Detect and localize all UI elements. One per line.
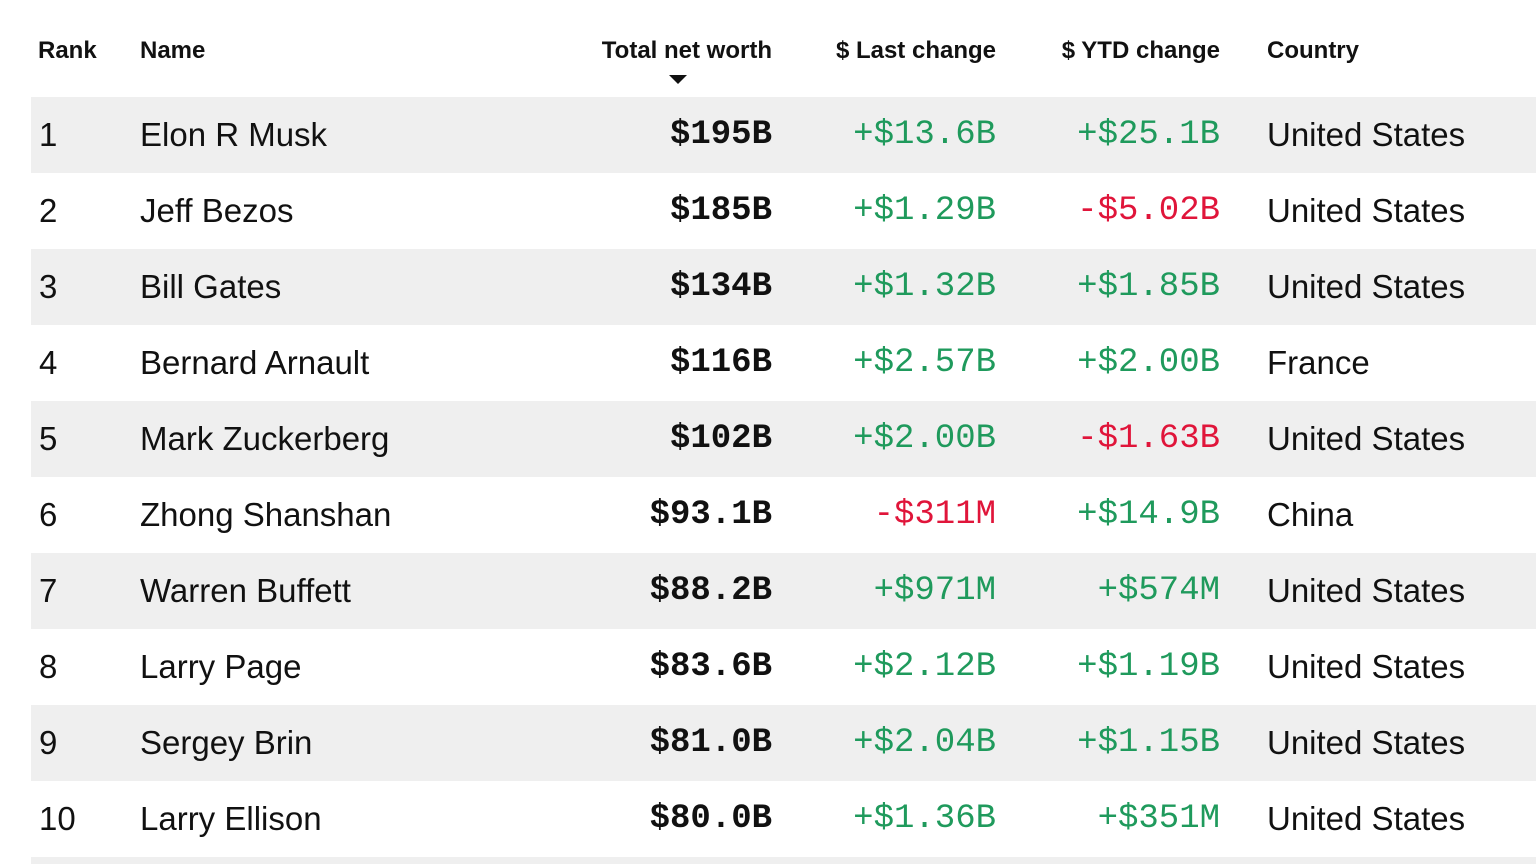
rank-cell: 3 xyxy=(39,268,58,305)
name-cell[interactable]: Elon R Musk xyxy=(140,116,328,153)
last-change-cell: +$1.36B xyxy=(853,800,996,838)
rank-cell: 8 xyxy=(39,648,58,685)
name-cell[interactable]: Zhong Shanshan xyxy=(140,496,392,533)
sort-descending-icon[interactable] xyxy=(669,75,687,84)
name-cell[interactable]: Larry Ellison xyxy=(140,800,322,837)
net-worth-cell: $83.6B xyxy=(649,648,772,686)
last-change-cell: +$1.29B xyxy=(853,192,996,230)
country-cell: United States xyxy=(1267,116,1466,153)
table-row[interactable]: 1 Elon R Musk $195B +$13.6B +$25.1B Unit… xyxy=(31,97,1536,173)
table-row[interactable]: 3 Bill Gates $134B +$1.32B +$1.85B Unite… xyxy=(31,249,1536,325)
last-change-cell: -$311M xyxy=(873,496,996,534)
column-header-rank[interactable]: Rank xyxy=(38,37,97,64)
name-cell[interactable]: Bernard Arnault xyxy=(140,344,370,381)
rank-cell: 9 xyxy=(39,724,58,761)
net-worth-cell: $116B xyxy=(669,344,772,382)
net-worth-cell: $80.0B xyxy=(649,800,772,838)
last-change-cell: +$13.6B xyxy=(853,116,996,154)
name-cell[interactable]: Sergey Brin xyxy=(140,724,313,761)
net-worth-cell: $88.2B xyxy=(649,572,772,610)
rank-cell: 10 xyxy=(39,800,76,837)
country-cell: France xyxy=(1267,344,1370,381)
country-cell: United States xyxy=(1267,800,1466,837)
rank-cell: 4 xyxy=(39,344,58,381)
last-change-cell: +$2.00B xyxy=(853,420,996,458)
net-worth-cell: $195B xyxy=(669,116,772,154)
table-row[interactable]: 8 Larry Page $83.6B +$2.12B +$1.19B Unit… xyxy=(31,629,1536,705)
table-row[interactable]: 4 Bernard Arnault $116B +$2.57B +$2.00B … xyxy=(31,325,1536,401)
name-cell[interactable]: Mark Zuckerberg xyxy=(140,420,390,457)
ytd-change-cell: +$1.19B xyxy=(1077,648,1220,686)
country-cell: United States xyxy=(1267,724,1466,761)
country-cell: China xyxy=(1267,496,1354,533)
ytd-change-cell: +$1.85B xyxy=(1077,268,1220,306)
last-change-cell: +$2.57B xyxy=(853,344,996,382)
name-cell[interactable]: Jeff Bezos xyxy=(140,192,294,229)
table-row[interactable]: 7 Warren Buffett $88.2B +$971M +$574M Un… xyxy=(31,553,1536,629)
ytd-change-cell: +$351M xyxy=(1097,800,1220,838)
rank-cell: 2 xyxy=(39,192,58,229)
table-row[interactable]: 5 Mark Zuckerberg $102B +$2.00B -$1.63B … xyxy=(31,401,1536,477)
net-worth-cell: $134B xyxy=(669,268,772,306)
next-row-strip xyxy=(31,857,1536,864)
country-cell: United States xyxy=(1267,420,1466,457)
column-header-country[interactable]: Country xyxy=(1267,37,1359,64)
table-body: 1 Elon R Musk $195B +$13.6B +$25.1B Unit… xyxy=(31,97,1536,857)
country-cell: United States xyxy=(1267,572,1466,609)
table-header: Rank Name Total net worth $ Last change … xyxy=(31,0,1536,97)
rank-cell: 6 xyxy=(39,496,58,533)
last-change-cell: +$2.04B xyxy=(853,724,996,762)
billionaires-table: Rank Name Total net worth $ Last change … xyxy=(31,0,1536,864)
name-cell[interactable]: Larry Page xyxy=(140,648,302,685)
last-change-cell: +$2.12B xyxy=(853,648,996,686)
net-worth-cell: $93.1B xyxy=(649,496,772,534)
country-cell: United States xyxy=(1267,192,1466,229)
ytd-change-cell: +$574M xyxy=(1097,572,1220,610)
ytd-change-cell: +$14.9B xyxy=(1077,496,1220,534)
rank-cell: 5 xyxy=(39,420,58,457)
name-cell[interactable]: Bill Gates xyxy=(140,268,282,305)
column-header-ytd-change[interactable]: $ YTD change xyxy=(1061,37,1220,64)
ytd-change-cell: +$2.00B xyxy=(1077,344,1220,382)
country-cell: United States xyxy=(1267,648,1466,685)
table-row[interactable]: 9 Sergey Brin $81.0B +$2.04B +$1.15B Uni… xyxy=(31,705,1536,781)
ytd-change-cell: +$25.1B xyxy=(1077,116,1220,154)
ytd-change-cell: +$1.15B xyxy=(1077,724,1220,762)
name-cell[interactable]: Warren Buffett xyxy=(140,572,351,609)
table-row[interactable]: 2 Jeff Bezos $185B +$1.29B -$5.02B Unite… xyxy=(31,173,1536,249)
net-worth-cell: $185B xyxy=(669,192,772,230)
ytd-change-cell: -$5.02B xyxy=(1077,192,1220,230)
table-row[interactable]: 10 Larry Ellison $80.0B +$1.36B +$351M U… xyxy=(31,781,1536,857)
column-header-last-change[interactable]: $ Last change xyxy=(835,37,996,64)
rank-cell: 1 xyxy=(39,116,58,153)
table-row[interactable]: 6 Zhong Shanshan $93.1B -$311M +$14.9B C… xyxy=(31,477,1536,553)
country-cell: United States xyxy=(1267,268,1466,305)
column-header-name[interactable]: Name xyxy=(140,37,206,64)
ytd-change-cell: -$1.63B xyxy=(1077,420,1220,458)
net-worth-cell: $102B xyxy=(669,420,772,458)
net-worth-cell: $81.0B xyxy=(649,724,772,762)
rank-cell: 7 xyxy=(39,572,58,609)
column-header-total-net-worth[interactable]: Total net worth xyxy=(601,37,772,64)
last-change-cell: +$1.32B xyxy=(853,268,996,306)
last-change-cell: +$971M xyxy=(873,572,996,610)
